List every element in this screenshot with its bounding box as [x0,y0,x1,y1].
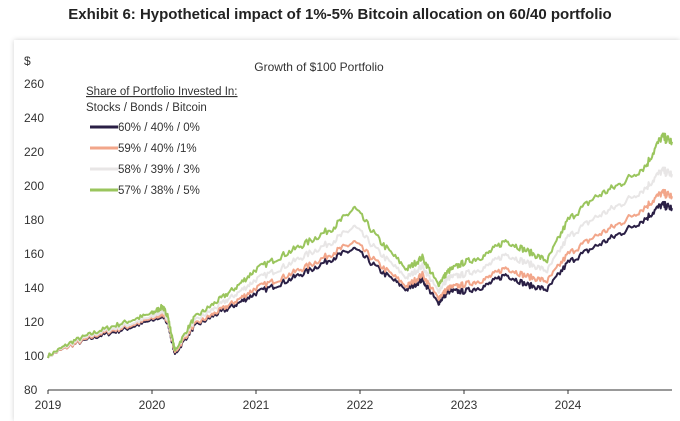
y-tick-label: 80 [24,383,38,397]
line-chart: Growth of $100 Portfolio $ 80 100 120 140 16… [24,54,673,412]
x-tick-label: 2024 [555,398,582,412]
y-tick-label: 220 [24,145,44,159]
y-axis-unit-label: $ [24,54,31,68]
y-tick-label: 240 [24,111,44,125]
y-tick-label: 120 [24,315,44,329]
x-tick-label: 2023 [451,398,478,412]
legend-label: 59% / 40% /1% [118,143,197,155]
legend: Share of Portfolio Invested In: Stocks /… [86,86,238,197]
y-tick-label: 260 [24,77,44,91]
y-axis: 80 100 120 140 160 180 200 220 240 260 [24,77,44,397]
legend-subtitle: Stocks / Bonds / Bitcoin [86,102,207,114]
y-tick-label: 200 [24,179,44,193]
y-tick-label: 140 [24,281,44,295]
legend-label: 58% / 39% / 3% [118,164,200,176]
series-lines [47,132,673,359]
x-tick-label: 2021 [243,398,270,412]
legend-title: Share of Portfolio Invested In: [86,86,238,98]
x-axis: 2019 2020 2021 2022 2023 2024 [35,390,582,412]
exhibit-title: Exhibit 6: Hypothetical impact of 1%-5% … [68,6,612,23]
legend-label: 60% / 40% / 0% [118,122,200,134]
y-tick-label: 100 [24,349,44,363]
series-line [47,200,673,359]
x-tick-label: 2022 [347,398,374,412]
y-tick-label: 180 [24,213,44,227]
chart-title: Growth of $100 Portfolio [254,60,384,74]
series-line [47,132,673,359]
legend-label: 57% / 38% / 5% [118,185,200,197]
x-tick-label: 2019 [35,398,62,412]
x-tick-label: 2020 [139,398,166,412]
y-tick-label: 160 [24,247,44,261]
chart-panel: Growth of $100 Portfolio $ 80 100 120 140 16… [14,40,680,421]
